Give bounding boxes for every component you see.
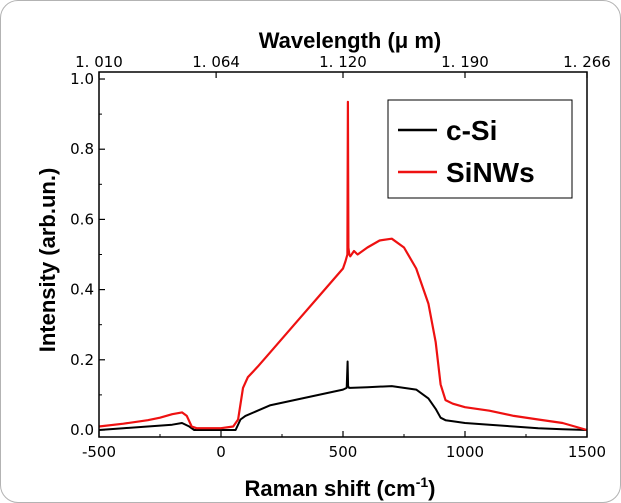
top-tick-label: 1. 190 — [441, 53, 489, 71]
series-line-sinws — [98, 100, 588, 432]
x-axis-title-main: Raman shift (cm — [245, 476, 416, 501]
top-axis-title: Wavelength (μ m) — [259, 28, 442, 53]
top-tick-label: 1. 064 — [192, 53, 240, 71]
series-line-c-si — [98, 360, 588, 431]
top-tick-label: 1. 120 — [319, 53, 367, 71]
axis-ticks: -500 0 500 1000 1500 0.0 0.2 0.4 0.6 0.8 1.01. 010… — [70, 53, 611, 461]
y-tick-label: 1.0 — [70, 70, 94, 88]
legend-label-c-si: c-Si — [446, 115, 497, 146]
legend-box — [387, 99, 573, 199]
top-tick-label: 1. 010 — [75, 53, 123, 71]
y-axis-title: Intensity (arb.un.) — [35, 168, 60, 353]
legend-label-sinws: SiNWs — [446, 157, 535, 188]
plot-lines — [98, 100, 588, 432]
y-tick-label: 0.8 — [70, 140, 94, 158]
y-tick-label: 0.4 — [70, 281, 94, 299]
x-tick-label: 0 — [216, 443, 226, 461]
y-tick-label: 0.6 — [70, 210, 94, 228]
x-axis-title-sup: -1 — [416, 474, 429, 490]
x-tick-label: -500 — [82, 443, 116, 461]
y-tick-label: 0.2 — [70, 351, 94, 369]
x-axis-title: Raman shift (cm-1) — [245, 474, 436, 501]
x-tick-label: 500 — [329, 443, 358, 461]
legend: c-Si SiNWs — [387, 99, 573, 199]
y-tick-label: 0.0 — [70, 421, 94, 439]
x-tick-label: 1000 — [446, 443, 484, 461]
x-tick-label: 1500 — [568, 443, 606, 461]
x-axis-title-tail: ) — [428, 476, 435, 501]
top-tick-label: 1. 266 — [563, 53, 611, 71]
